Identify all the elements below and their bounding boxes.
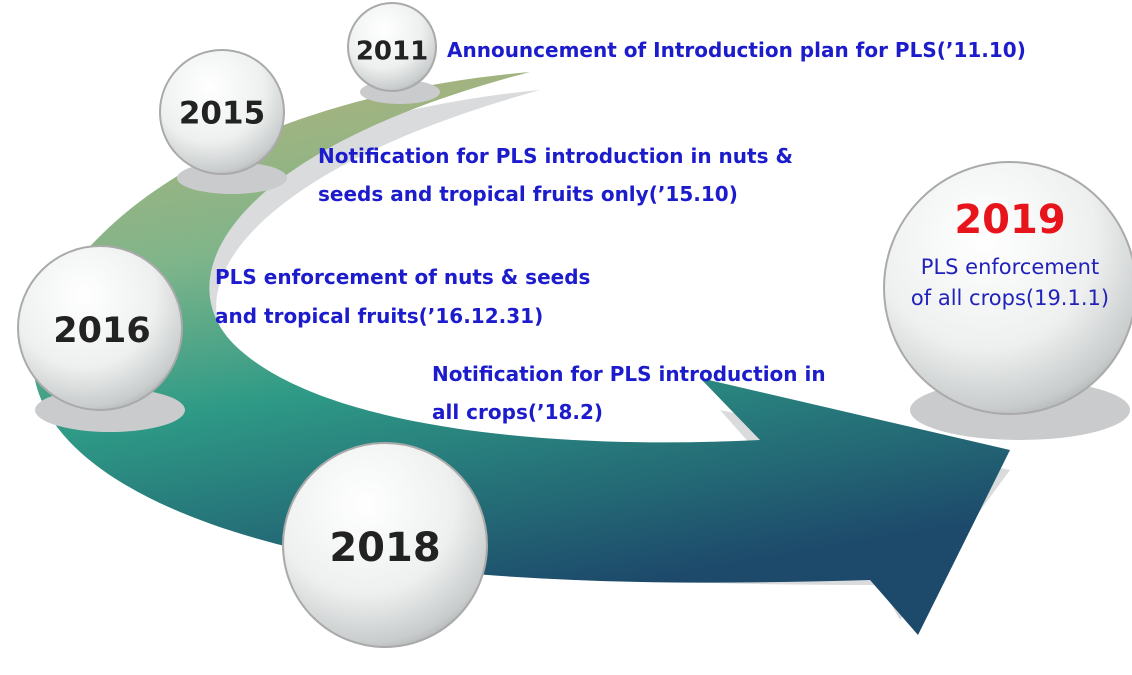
description: PLS enforcement of nuts & seeds (215, 265, 590, 289)
year: 2016 (53, 311, 150, 351)
circle-2016: 2016 (18, 246, 185, 432)
description: all crops(’18.2) (432, 400, 603, 424)
circle-2015: 2015 (160, 50, 287, 194)
timeline-diagram: 2011 2015 2016 2018 2019 PLS enforcement… (0, 0, 1132, 675)
circle-2019: 2019 PLS enforcement of all crops(19.1.1… (884, 162, 1132, 440)
circle-2018: 2018 (283, 443, 487, 647)
description: PLS enforcement (921, 255, 1099, 279)
description: Announcement of Introduction plan for PL… (447, 38, 1026, 62)
year: 2011 (356, 37, 428, 67)
description: and tropical fruits(’16.12.31) (215, 304, 543, 328)
description: seeds and tropical fruits only(’15.10) (318, 182, 738, 206)
year: 2019 (954, 197, 1065, 243)
description: of all crops(19.1.1) (911, 286, 1109, 310)
year: 2015 (179, 96, 265, 132)
circle-2011: 2011 (348, 3, 440, 104)
year: 2018 (329, 525, 440, 571)
description: Notification for PLS introduction in (432, 362, 826, 386)
description: Notification for PLS introduction in nut… (318, 144, 793, 168)
